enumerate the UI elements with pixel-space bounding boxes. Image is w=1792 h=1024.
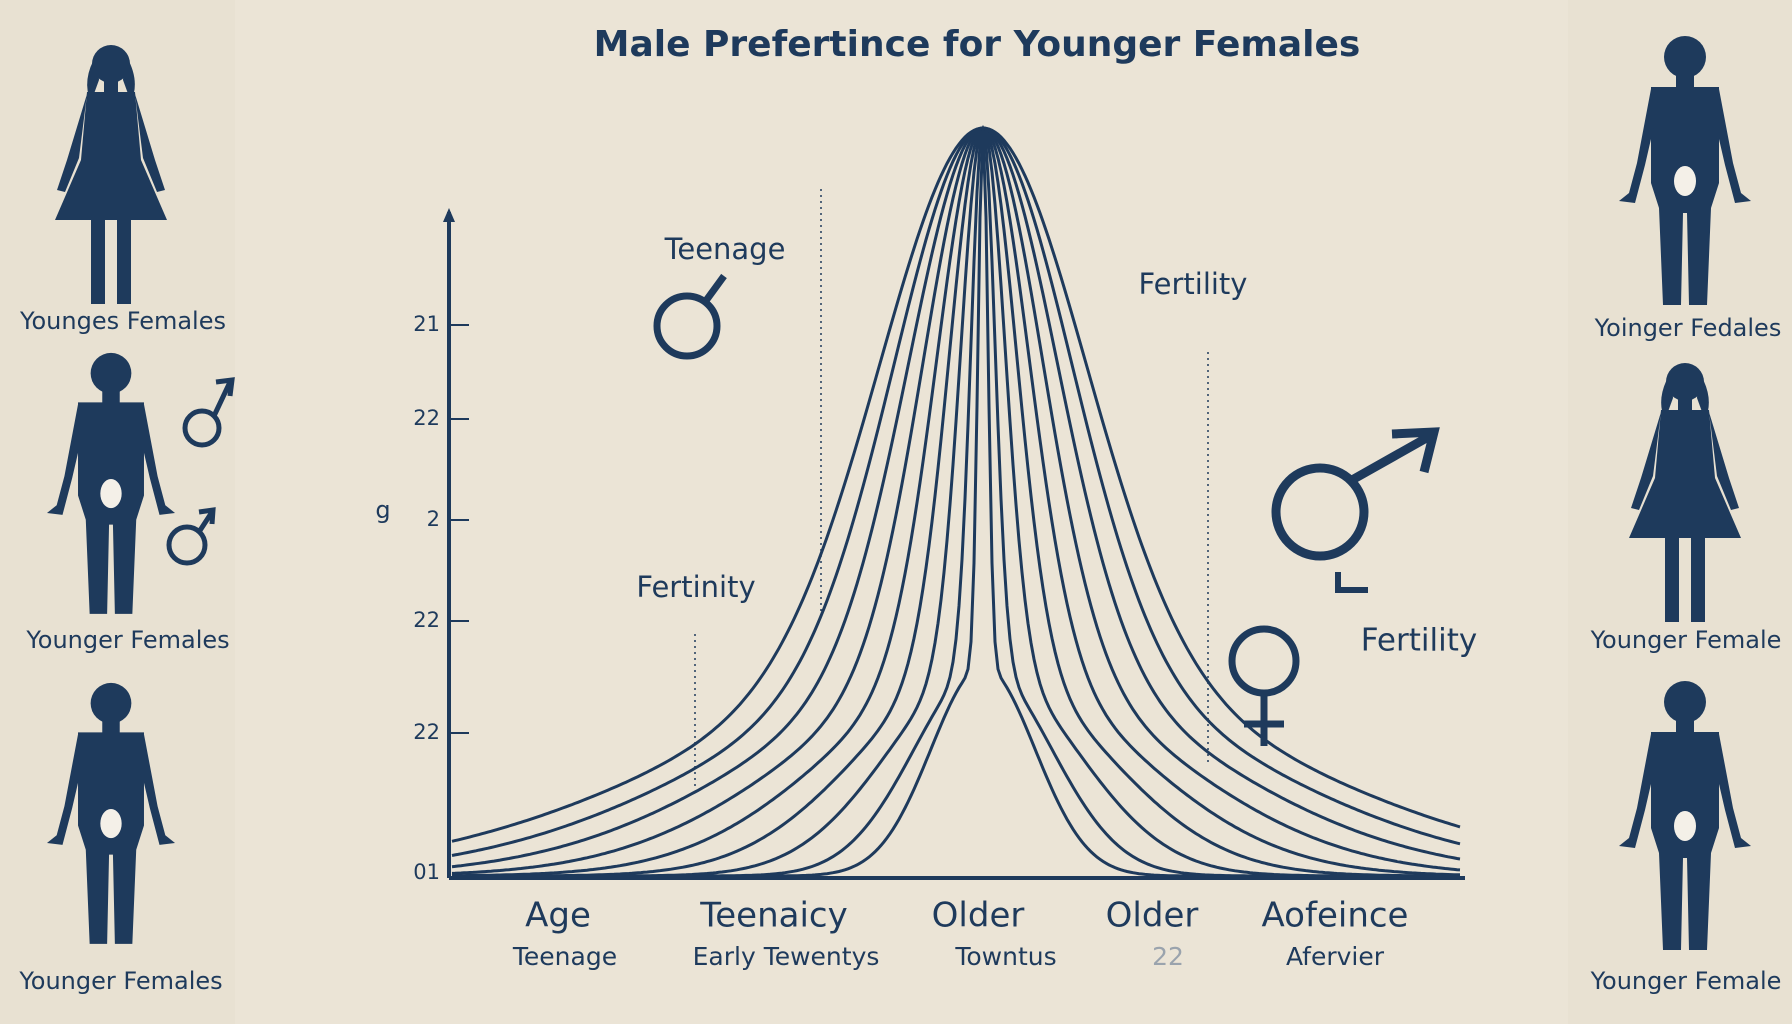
annotation: Fertility — [1361, 623, 1477, 659]
bell-curve — [452, 127, 1460, 878]
bell-curve — [451, 126, 1461, 843]
bell-curve — [452, 125, 1460, 878]
x-label: Older — [1106, 896, 1199, 936]
x-label: Older — [932, 896, 1025, 936]
panel-label: Yoinger Fedales — [1594, 314, 1782, 342]
male-symbol — [653, 273, 727, 360]
y-tick-label: 22 — [413, 720, 440, 744]
panel-label: Younges Females — [19, 307, 226, 335]
bell-curve — [451, 126, 1461, 875]
bell-curve — [451, 126, 1461, 857]
bell-curve — [452, 126, 1460, 878]
y-tick-label: 01 — [413, 860, 440, 884]
title: Male Prefertince for Younger Females — [594, 24, 1361, 65]
x-sublabel: Teenage — [512, 942, 617, 971]
symbol-fragment — [1335, 572, 1368, 593]
x-label: Aofeince — [1262, 896, 1409, 936]
x-sublabel: Afervier — [1286, 942, 1385, 971]
annotation: Fertility — [1139, 267, 1248, 301]
annotation: Teenage — [664, 232, 786, 266]
male-symbol — [1271, 427, 1440, 561]
axis-arrow — [443, 208, 455, 222]
x-sublabel: Towntus — [954, 942, 1056, 971]
y-tick-label: 2 — [427, 507, 440, 531]
panel-label: Younger Female — [1590, 626, 1782, 654]
y-tick-label: 21 — [413, 312, 440, 336]
y-tick-label: 22 — [413, 406, 440, 430]
male-symbol — [166, 507, 216, 566]
female-symbol — [1228, 625, 1300, 746]
y-tick-label: 22 — [413, 608, 440, 632]
panel-label: Younger Females — [18, 967, 222, 995]
annotation: Fertinity — [636, 570, 755, 604]
x-sublabel: 22 — [1152, 942, 1184, 971]
x-label: Age — [525, 896, 591, 936]
panel-label: Younger Female — [1590, 967, 1782, 995]
bell-curve — [452, 127, 1460, 878]
bell-curve — [451, 126, 1460, 878]
x-sublabel: Early Tewentys — [693, 942, 880, 971]
y-axis-label: g — [375, 496, 390, 524]
x-label: Teenaicy — [699, 896, 847, 936]
panel-label: Younger Females — [25, 626, 229, 654]
male-symbol — [182, 377, 235, 448]
bell-curve — [451, 126, 1461, 869]
